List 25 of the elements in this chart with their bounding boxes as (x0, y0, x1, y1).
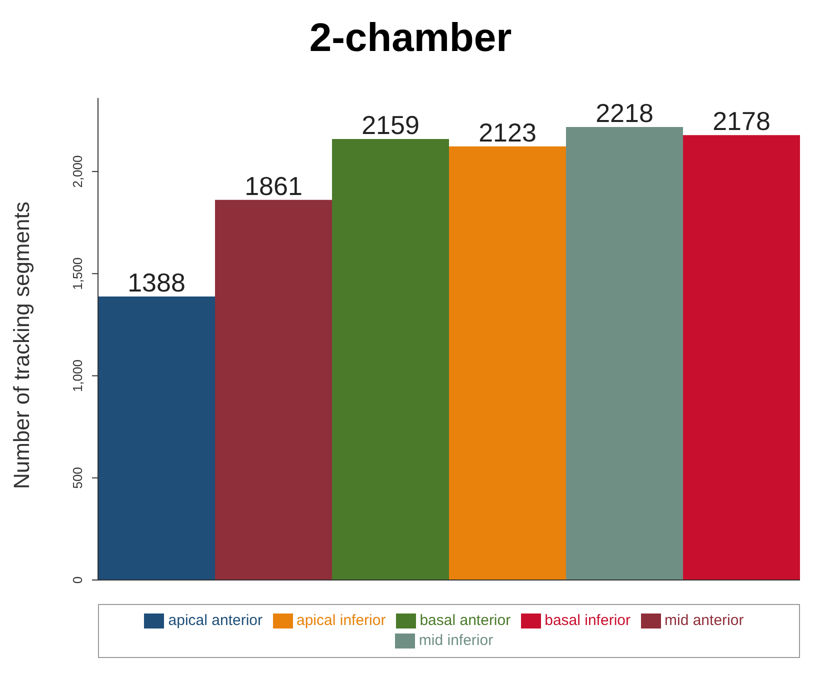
y-tick-label: 2,000 (70, 155, 85, 188)
data-label: 2218 (596, 98, 654, 128)
legend-label: mid anterior (664, 612, 744, 629)
data-label: 1861 (244, 170, 302, 201)
y-tick-label: 1,500 (70, 257, 85, 290)
legend-label: mid inferior (418, 632, 494, 649)
data-label: 2159 (362, 110, 420, 140)
y-tick-label: 500 (70, 467, 85, 489)
bar (449, 146, 566, 580)
bar (215, 200, 332, 580)
y-axis-title: Number of tracking segments (8, 202, 34, 489)
data-label: 1388 (128, 268, 186, 298)
legend-label: basal anterior (420, 612, 511, 629)
data-label: 2178 (712, 106, 770, 136)
legend-label: apical anterior (168, 612, 262, 629)
legend-label: apical inferior (296, 612, 386, 629)
bar (98, 296, 215, 580)
legend-label: basal inferior (544, 612, 630, 629)
bar (332, 139, 449, 580)
y-tick-label: 1,000 (70, 359, 85, 392)
chart-title: 2-chamber (308, 15, 513, 62)
bar (566, 127, 683, 580)
y-tick-label: 0 (70, 576, 85, 584)
data-label: 2123 (478, 117, 536, 148)
bar (683, 135, 800, 580)
